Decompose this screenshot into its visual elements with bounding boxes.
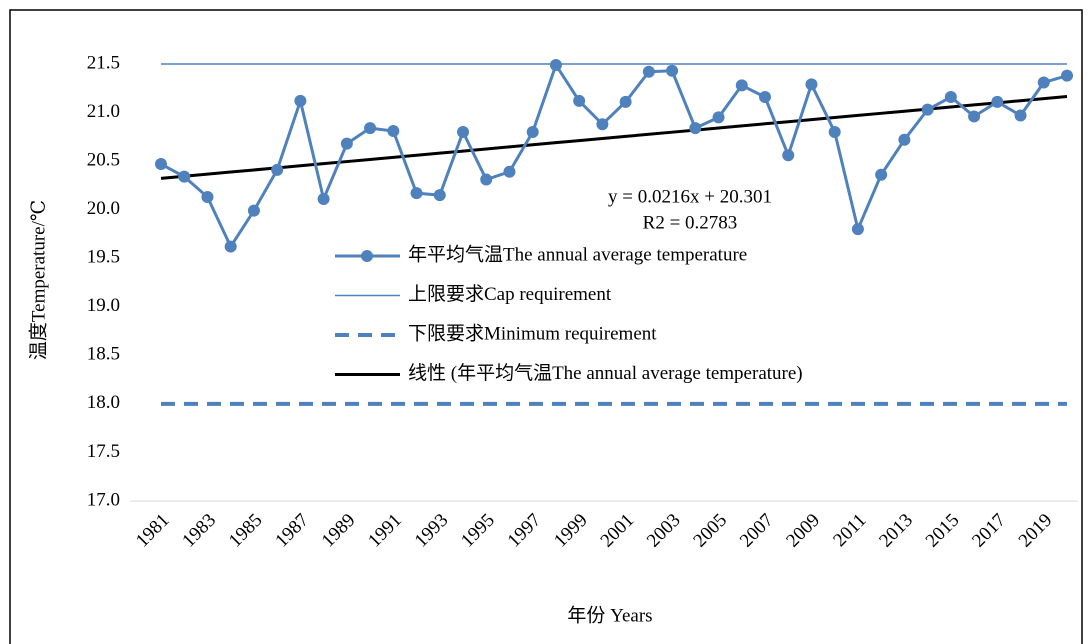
point [759,91,771,104]
point [317,192,330,205]
point [224,240,237,253]
x-tick-label: 1991 [364,510,406,552]
point [573,94,586,107]
point [735,79,748,92]
point [340,137,353,150]
point [271,163,284,176]
point [991,95,1004,108]
point [155,158,167,171]
point [294,94,307,107]
x-tick-label: 2001 [597,510,639,552]
point [526,125,539,138]
y-tick-label: 20.5 [87,149,120,170]
point [968,110,981,123]
r-squared: R2 = 0.2783 [643,212,738,233]
x-tick-label: 2005 [689,510,731,552]
x-tick-label: 1985 [225,510,267,552]
y-tick-label: 17.5 [87,441,120,462]
y-tick-label: 19.0 [87,295,120,316]
point [851,223,864,236]
x-tick-label: 1981 [132,510,174,552]
y-tick-label: 17.0 [87,489,120,510]
point [480,173,493,186]
point [596,118,609,131]
point [619,95,632,108]
point [178,170,191,183]
point [875,168,888,181]
y-tick-label: 19.5 [87,247,120,268]
x-tick-label: 2017 [968,510,1010,552]
x-tick-label: 1999 [550,510,592,552]
point [1061,69,1073,82]
x-tick-label: 2007 [736,510,778,552]
point [1014,109,1027,122]
series-line [160,61,1068,250]
point [247,204,260,217]
point [433,189,446,202]
x-tick-label: 2003 [643,510,685,552]
point [921,103,934,116]
point [828,125,841,138]
x-tick-label: 1993 [411,510,453,552]
chart-border [9,9,1083,644]
x-tick-label: 1997 [504,510,546,552]
point [689,122,702,135]
legend-label: 上限要求Cap requirement [408,283,612,305]
point [666,64,679,77]
legend-label: 年平均气温The annual average temperature [408,243,747,265]
y-tick-label: 18.5 [87,344,120,365]
point [364,122,377,135]
equation: y = 0.0216x + 20.301 [608,186,772,207]
point [201,191,214,204]
legend-marker [361,250,373,262]
x-tick-label: 2013 [875,510,917,552]
legend-label: 下限要求Minimum requirement [408,322,657,344]
x-tick-label: 2009 [782,510,824,552]
point [549,58,562,71]
point [387,125,400,138]
point [457,125,469,138]
x-tick-label: 1983 [178,510,220,552]
series-line [160,95,1068,180]
point [782,149,795,162]
y-tick-label: 18.0 [87,392,120,413]
x-tick-label: 1989 [318,510,360,552]
y-tick-label: 21.5 [87,52,120,73]
point [805,78,818,91]
x-tick-label: 2019 [1015,510,1057,552]
point [898,133,911,146]
point [944,91,957,104]
y-axis-title: 温度Temperature/℃ [27,200,49,360]
point [642,65,655,78]
y-tick-label: 21.0 [87,101,120,122]
x-tick-label: 2015 [922,510,964,552]
x-axis-title: 年份 Years [567,604,652,626]
x-tick-label: 1995 [457,510,499,552]
y-tick-label: 20.0 [87,198,120,219]
x-tick-label: 1987 [271,510,313,552]
point [410,187,423,200]
legend-label: 线性 (年平均气温The annual average temperature) [408,362,803,384]
x-tick-label: 2011 [829,510,870,551]
point [1037,76,1050,89]
point [712,111,725,124]
point [503,165,516,178]
